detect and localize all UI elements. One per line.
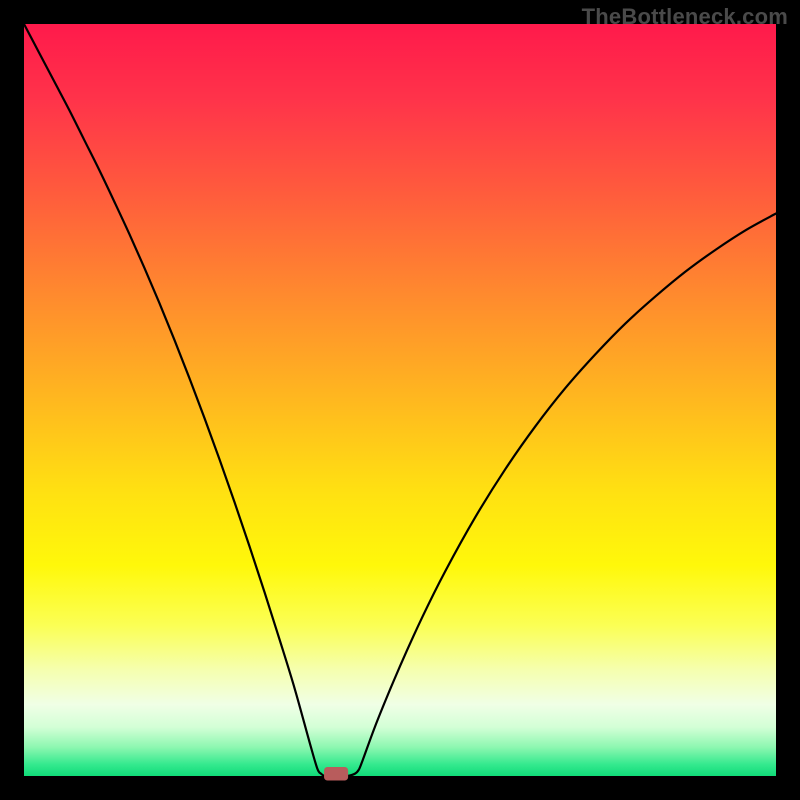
chart-container: TheBottleneck.com — [0, 0, 800, 800]
watermark-text: TheBottleneck.com — [582, 4, 788, 30]
bottleneck-chart — [0, 0, 800, 800]
plot-background — [24, 24, 776, 776]
optimal-marker — [324, 767, 348, 781]
